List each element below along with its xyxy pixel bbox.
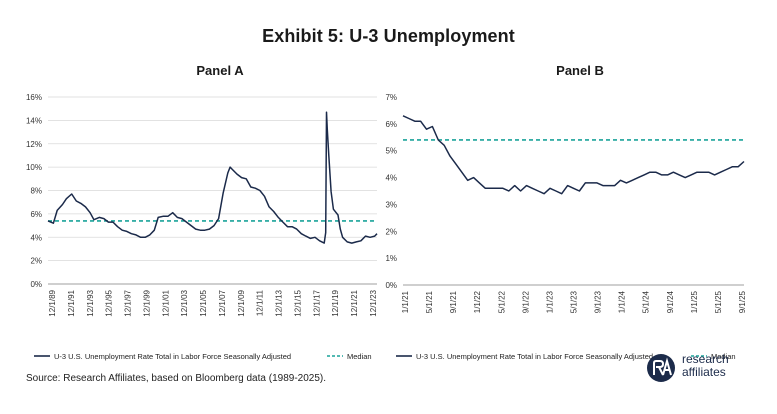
panel-a-y-tick-label: 16% bbox=[26, 93, 42, 102]
panel-a-x-tick-label: 12/1/15 bbox=[293, 289, 302, 316]
panel-b-x-tick-label: 5/1/25 bbox=[714, 290, 723, 313]
panel-a-unemployment-series-line bbox=[47, 111, 378, 244]
exhibit-title: Exhibit 5: U-3 Unemployment bbox=[262, 26, 515, 46]
panel-a-y-tick-label: 12% bbox=[26, 140, 42, 149]
panel-a-legend-median-label: Median bbox=[347, 352, 372, 361]
panel-b-y-tick-label: 7% bbox=[385, 93, 397, 102]
research-affiliates-logo: research affiliates bbox=[646, 353, 768, 387]
panel-b-x-tick-label: 9/1/23 bbox=[594, 290, 603, 313]
panel-b-y-tick-label: 2% bbox=[385, 227, 397, 236]
panel-a-x-tick-label: 12/1/89 bbox=[48, 289, 57, 316]
panel-a-x-tick-label: 12/1/21 bbox=[350, 289, 359, 316]
ra-logo-icon bbox=[647, 354, 675, 382]
panel-b-x-tick-label: 1/1/23 bbox=[545, 290, 554, 313]
panel-a-y-tick-label: 2% bbox=[30, 257, 42, 266]
panel-b-x-tick-label: 9/1/24 bbox=[666, 290, 675, 313]
panel-b-legend-median-label: Median bbox=[711, 352, 736, 361]
panel-a-x-tick-label: 12/1/93 bbox=[86, 289, 95, 316]
source-note: Source: Research Affiliates, based on Bl… bbox=[26, 373, 326, 384]
panel-a-x-tick-label: 12/1/17 bbox=[312, 289, 321, 316]
panel-b-y-tick-label: 6% bbox=[385, 120, 397, 129]
panel-b-x-tick-label: 9/1/22 bbox=[521, 290, 530, 313]
panel-b-x-tick-label: 5/1/22 bbox=[497, 290, 506, 313]
panel-a-x-tick-label: 12/1/05 bbox=[199, 289, 208, 316]
panel-a-x-tick-label: 12/1/11 bbox=[256, 289, 265, 316]
panel-b-y-tick-label: 1% bbox=[385, 254, 397, 263]
panel-b-x-tick-label: 9/1/21 bbox=[449, 290, 458, 313]
panel-b-x-tick-label: 9/1/25 bbox=[738, 290, 747, 313]
panel-a-y-tick-label: 6% bbox=[30, 210, 42, 219]
panel-b-x-tick-label: 1/1/21 bbox=[401, 290, 410, 313]
panel-a-x-tick-label: 12/1/07 bbox=[218, 289, 227, 316]
panel-b-y-tick-label: 5% bbox=[385, 147, 397, 156]
panel-a-x-tick-label: 12/1/13 bbox=[275, 289, 284, 316]
panel-a-x-tick-label: 12/1/01 bbox=[161, 289, 170, 316]
panel-a-x-tick-label: 12/1/99 bbox=[142, 289, 151, 316]
panel-a-y-tick-label: 4% bbox=[30, 233, 42, 242]
panel-b-x-tick-label: 1/1/22 bbox=[473, 290, 482, 313]
panel-a-y-tick-label: 0% bbox=[30, 280, 42, 289]
panel-b-y-tick-label: 0% bbox=[385, 281, 397, 290]
logo-line-2: affiliates bbox=[682, 365, 726, 379]
panel-a-x-tick-label: 12/1/19 bbox=[331, 289, 340, 316]
panel-b-x-tick-label: 1/1/25 bbox=[690, 290, 699, 313]
panel-a-x-tick-label: 12/1/95 bbox=[105, 289, 114, 316]
panel-a-x-tick-label: 12/1/91 bbox=[67, 289, 76, 316]
panel-b-x-tick-label: 5/1/23 bbox=[570, 290, 579, 313]
panel-b-x-tick-label: 5/1/24 bbox=[642, 290, 651, 313]
panel-b-y-tick-label: 3% bbox=[385, 200, 397, 209]
logo-line-1: research bbox=[682, 352, 729, 366]
panel-a-x-tick-label: 12/1/03 bbox=[180, 289, 189, 316]
panel-b-x-tick-label: 5/1/21 bbox=[425, 290, 434, 313]
logo-wordmark: research affiliates bbox=[682, 353, 729, 379]
panel-a-y-tick-label: 8% bbox=[30, 187, 42, 196]
panel-b-title: Panel B bbox=[556, 63, 604, 78]
panel-a-title: Panel A bbox=[196, 63, 244, 78]
panel-b-x-tick-label: 1/1/24 bbox=[618, 290, 627, 313]
panel-b-unemployment-series-line bbox=[402, 115, 745, 195]
panel-a-y-tick-label: 14% bbox=[26, 116, 42, 125]
panel-b-y-tick-label: 4% bbox=[385, 174, 397, 183]
panel-a-legend-series-label: U-3 U.S. Unemployment Rate Total in Labo… bbox=[54, 352, 291, 361]
panel-b-legend-series-label: U-3 U.S. Unemployment Rate Total in Labo… bbox=[416, 352, 653, 361]
panel-a-x-tick-label: 12/1/09 bbox=[237, 289, 246, 316]
panel-a-y-tick-label: 10% bbox=[26, 163, 42, 172]
panel-a-x-tick-label: 12/1/97 bbox=[124, 289, 133, 316]
panel-a-x-tick-label: 12/1/23 bbox=[369, 289, 378, 316]
